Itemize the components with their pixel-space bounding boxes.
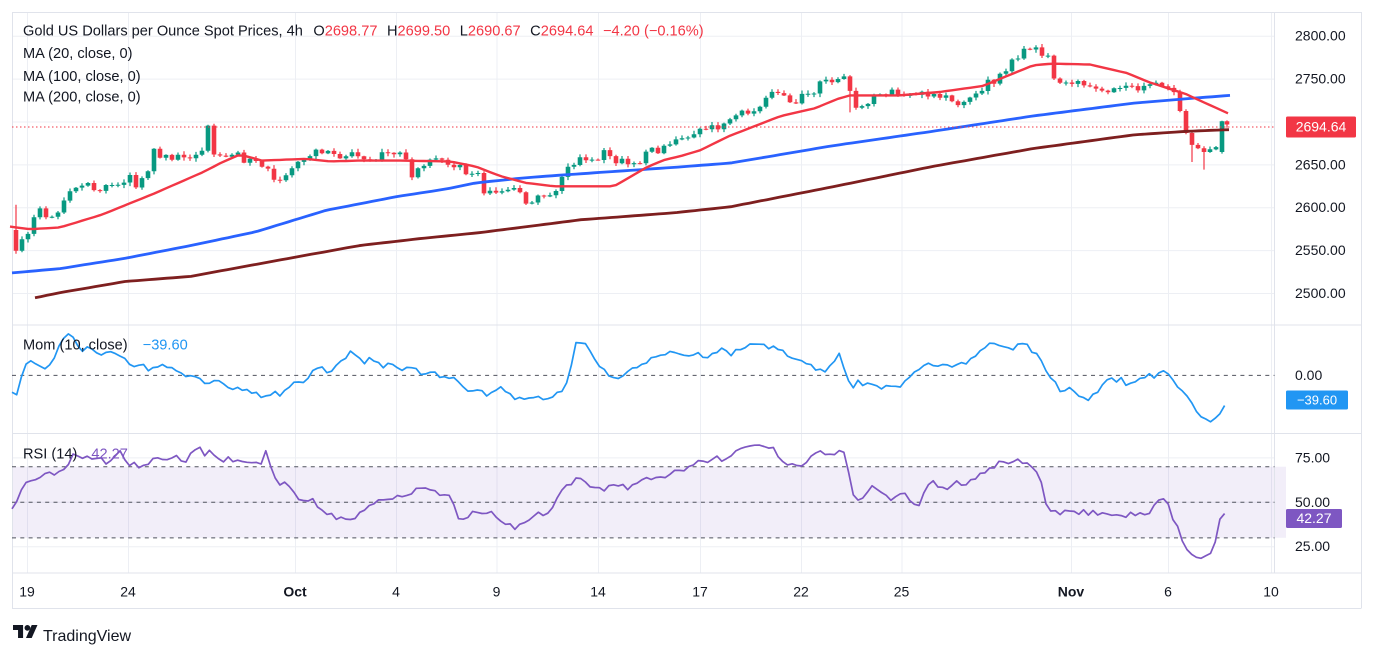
svg-text:50.00: 50.00 — [1295, 494, 1330, 510]
svg-text:2550.00: 2550.00 — [1295, 242, 1346, 258]
svg-text:TradingView: TradingView — [43, 628, 131, 645]
svg-text:Nov: Nov — [1058, 584, 1085, 600]
svg-text:42.27: 42.27 — [1296, 510, 1331, 526]
svg-text:MA (20, close, 0): MA (20, close, 0) — [23, 46, 133, 62]
svg-text:Oct: Oct — [283, 584, 307, 600]
svg-text:2600.00: 2600.00 — [1295, 199, 1346, 215]
svg-text:4: 4 — [392, 584, 400, 600]
svg-text:14: 14 — [590, 584, 606, 600]
svg-text:2750.00: 2750.00 — [1295, 71, 1346, 87]
svg-text:2500.00: 2500.00 — [1295, 285, 1346, 301]
svg-text:MA (100, close, 0): MA (100, close, 0) — [23, 69, 141, 85]
svg-text:2694.64: 2694.64 — [1296, 119, 1347, 135]
svg-text:22: 22 — [793, 584, 809, 600]
svg-text:2800.00: 2800.00 — [1295, 28, 1346, 44]
svg-text:17: 17 — [692, 584, 708, 600]
svg-text:75.00: 75.00 — [1295, 449, 1330, 465]
svg-text:RSI (14) 42.27: RSI (14) 42.27 — [23, 447, 128, 463]
svg-text:0.00: 0.00 — [1295, 367, 1322, 383]
svg-text:−39.60: −39.60 — [1297, 393, 1337, 408]
svg-text:10: 10 — [1263, 584, 1279, 600]
svg-text:9: 9 — [493, 584, 501, 600]
svg-text:19: 19 — [19, 584, 35, 600]
svg-text:25.00: 25.00 — [1295, 538, 1330, 554]
svg-text:24: 24 — [120, 584, 136, 600]
svg-text:Gold US Dollars per Ounce Spot: Gold US Dollars per Ounce Spot Prices, 4… — [23, 24, 704, 40]
svg-text:MA (200, close, 0): MA (200, close, 0) — [23, 90, 141, 106]
svg-text:2650.00: 2650.00 — [1295, 156, 1346, 172]
svg-text:25: 25 — [894, 584, 910, 600]
svg-text:6: 6 — [1164, 584, 1172, 600]
svg-text:Mom (10, close) −39.60: Mom (10, close) −39.60 — [23, 338, 188, 354]
